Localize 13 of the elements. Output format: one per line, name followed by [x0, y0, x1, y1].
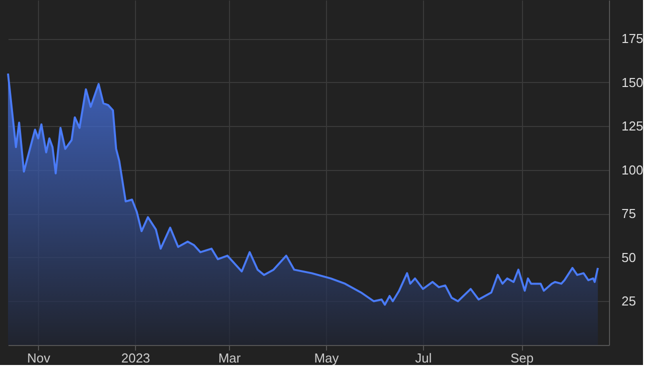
y-tick-label: 100	[622, 162, 644, 178]
y-tick-label: 125	[622, 118, 644, 134]
y-tick-label: 175	[622, 31, 644, 46]
y-tick-label: 75	[622, 206, 636, 222]
x-tick-label: May	[314, 350, 340, 366]
y-tick-label: 150	[622, 74, 644, 90]
x-tick-label: Sep	[510, 350, 534, 366]
x-tick-label: Jul	[415, 350, 432, 366]
y-tick-label: 25	[622, 294, 636, 309]
x-tick-label: Mar	[218, 350, 242, 366]
y-tick-label: 50	[622, 250, 636, 265]
x-tick-label: Nov	[27, 350, 51, 366]
x-tick-label: 2023	[121, 350, 150, 366]
